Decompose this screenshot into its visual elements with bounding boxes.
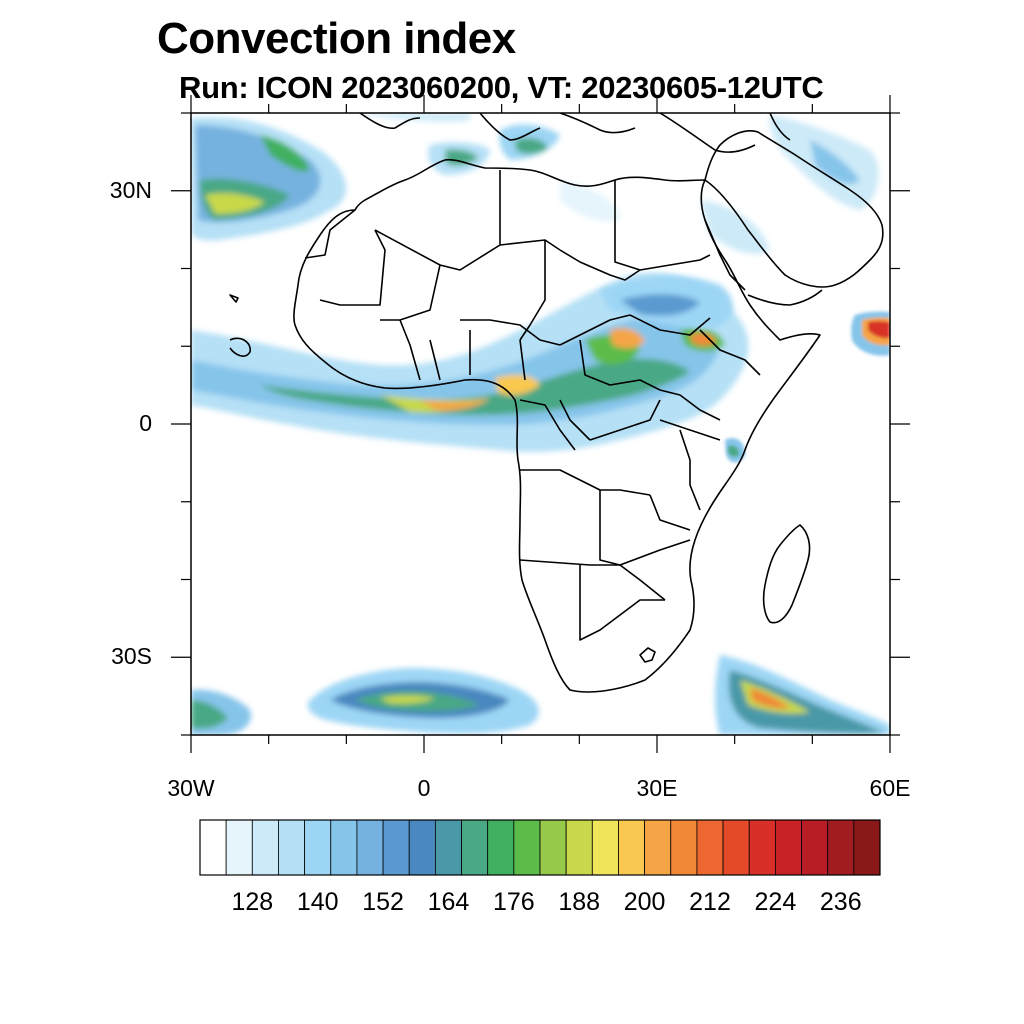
map-subtitle: Run: ICON 2023060200, VT: 20230605-12UTC — [179, 70, 824, 105]
colorbar-label: 200 — [623, 888, 666, 916]
colorbar-label: 140 — [296, 888, 339, 916]
axis-ticks — [171, 95, 910, 753]
colorbar-label: 152 — [362, 888, 404, 916]
map-title: Convection index — [157, 14, 516, 63]
colorbar-label: 176 — [492, 888, 535, 916]
lon-tick-label: 0 — [417, 775, 431, 801]
lon-tick-label: 60E — [869, 775, 911, 801]
colorbar-label: 212 — [689, 888, 731, 916]
colorbar-label: 224 — [754, 888, 797, 916]
coastlines — [229, 113, 884, 693]
lat-tick-label: 30S — [111, 643, 152, 670]
lon-tick-label: 30W — [167, 775, 215, 801]
lat-tick-label: 0 — [139, 410, 152, 436]
lon-tick-label: 30E — [636, 775, 678, 801]
colorbar-label: 236 — [819, 888, 862, 916]
convection-field — [191, 113, 890, 735]
lat-tick-label: 30N — [109, 176, 152, 203]
colorbar-label: 164 — [427, 888, 470, 916]
colorbar-label: 128 — [231, 888, 274, 916]
colorbar-label: 188 — [558, 888, 601, 916]
